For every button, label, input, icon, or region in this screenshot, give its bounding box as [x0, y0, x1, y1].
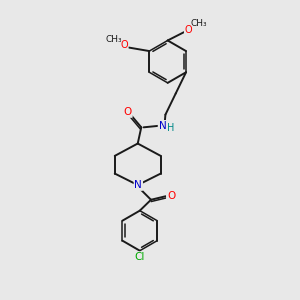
- Text: O: O: [120, 40, 128, 50]
- Text: N: N: [159, 121, 166, 131]
- Text: O: O: [167, 190, 175, 201]
- Text: CH₃: CH₃: [191, 20, 208, 28]
- Text: CH₃: CH₃: [105, 35, 122, 44]
- Text: O: O: [124, 107, 132, 117]
- Text: N: N: [134, 180, 142, 190]
- Text: H: H: [167, 123, 174, 133]
- Text: Cl: Cl: [135, 252, 145, 262]
- Text: O: O: [185, 25, 192, 35]
